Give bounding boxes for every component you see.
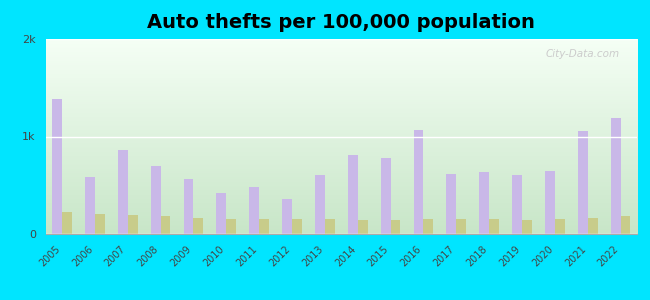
Bar <box>62 212 72 234</box>
Title: Auto thefts per 100,000 population: Auto thefts per 100,000 population <box>148 13 535 32</box>
Bar <box>118 150 127 234</box>
Text: City-Data.com: City-Data.com <box>545 49 619 59</box>
Bar <box>194 218 203 234</box>
Bar <box>52 99 62 234</box>
Bar <box>611 118 621 234</box>
Bar <box>522 220 532 234</box>
Bar <box>489 219 499 234</box>
Bar <box>588 218 597 234</box>
Bar <box>292 219 302 234</box>
Bar <box>282 199 292 234</box>
Bar <box>479 172 489 234</box>
Bar <box>578 130 588 234</box>
Bar <box>555 219 565 234</box>
Bar <box>161 216 170 234</box>
Bar <box>127 214 138 234</box>
Bar <box>183 179 193 234</box>
Bar <box>95 214 105 234</box>
Bar <box>621 216 630 234</box>
Bar <box>151 166 161 234</box>
Bar <box>216 193 226 234</box>
Bar <box>545 171 555 234</box>
Bar <box>512 175 522 234</box>
Bar <box>85 177 95 234</box>
Bar <box>325 219 335 234</box>
Bar <box>391 220 400 234</box>
Bar <box>315 175 325 234</box>
Bar <box>447 173 456 234</box>
Bar <box>413 130 423 234</box>
Bar <box>456 219 466 234</box>
Bar <box>259 219 269 234</box>
Bar <box>381 158 391 234</box>
Bar <box>226 219 236 234</box>
Bar <box>423 219 434 234</box>
Bar <box>358 220 367 234</box>
Bar <box>249 187 259 234</box>
Bar <box>348 155 358 234</box>
